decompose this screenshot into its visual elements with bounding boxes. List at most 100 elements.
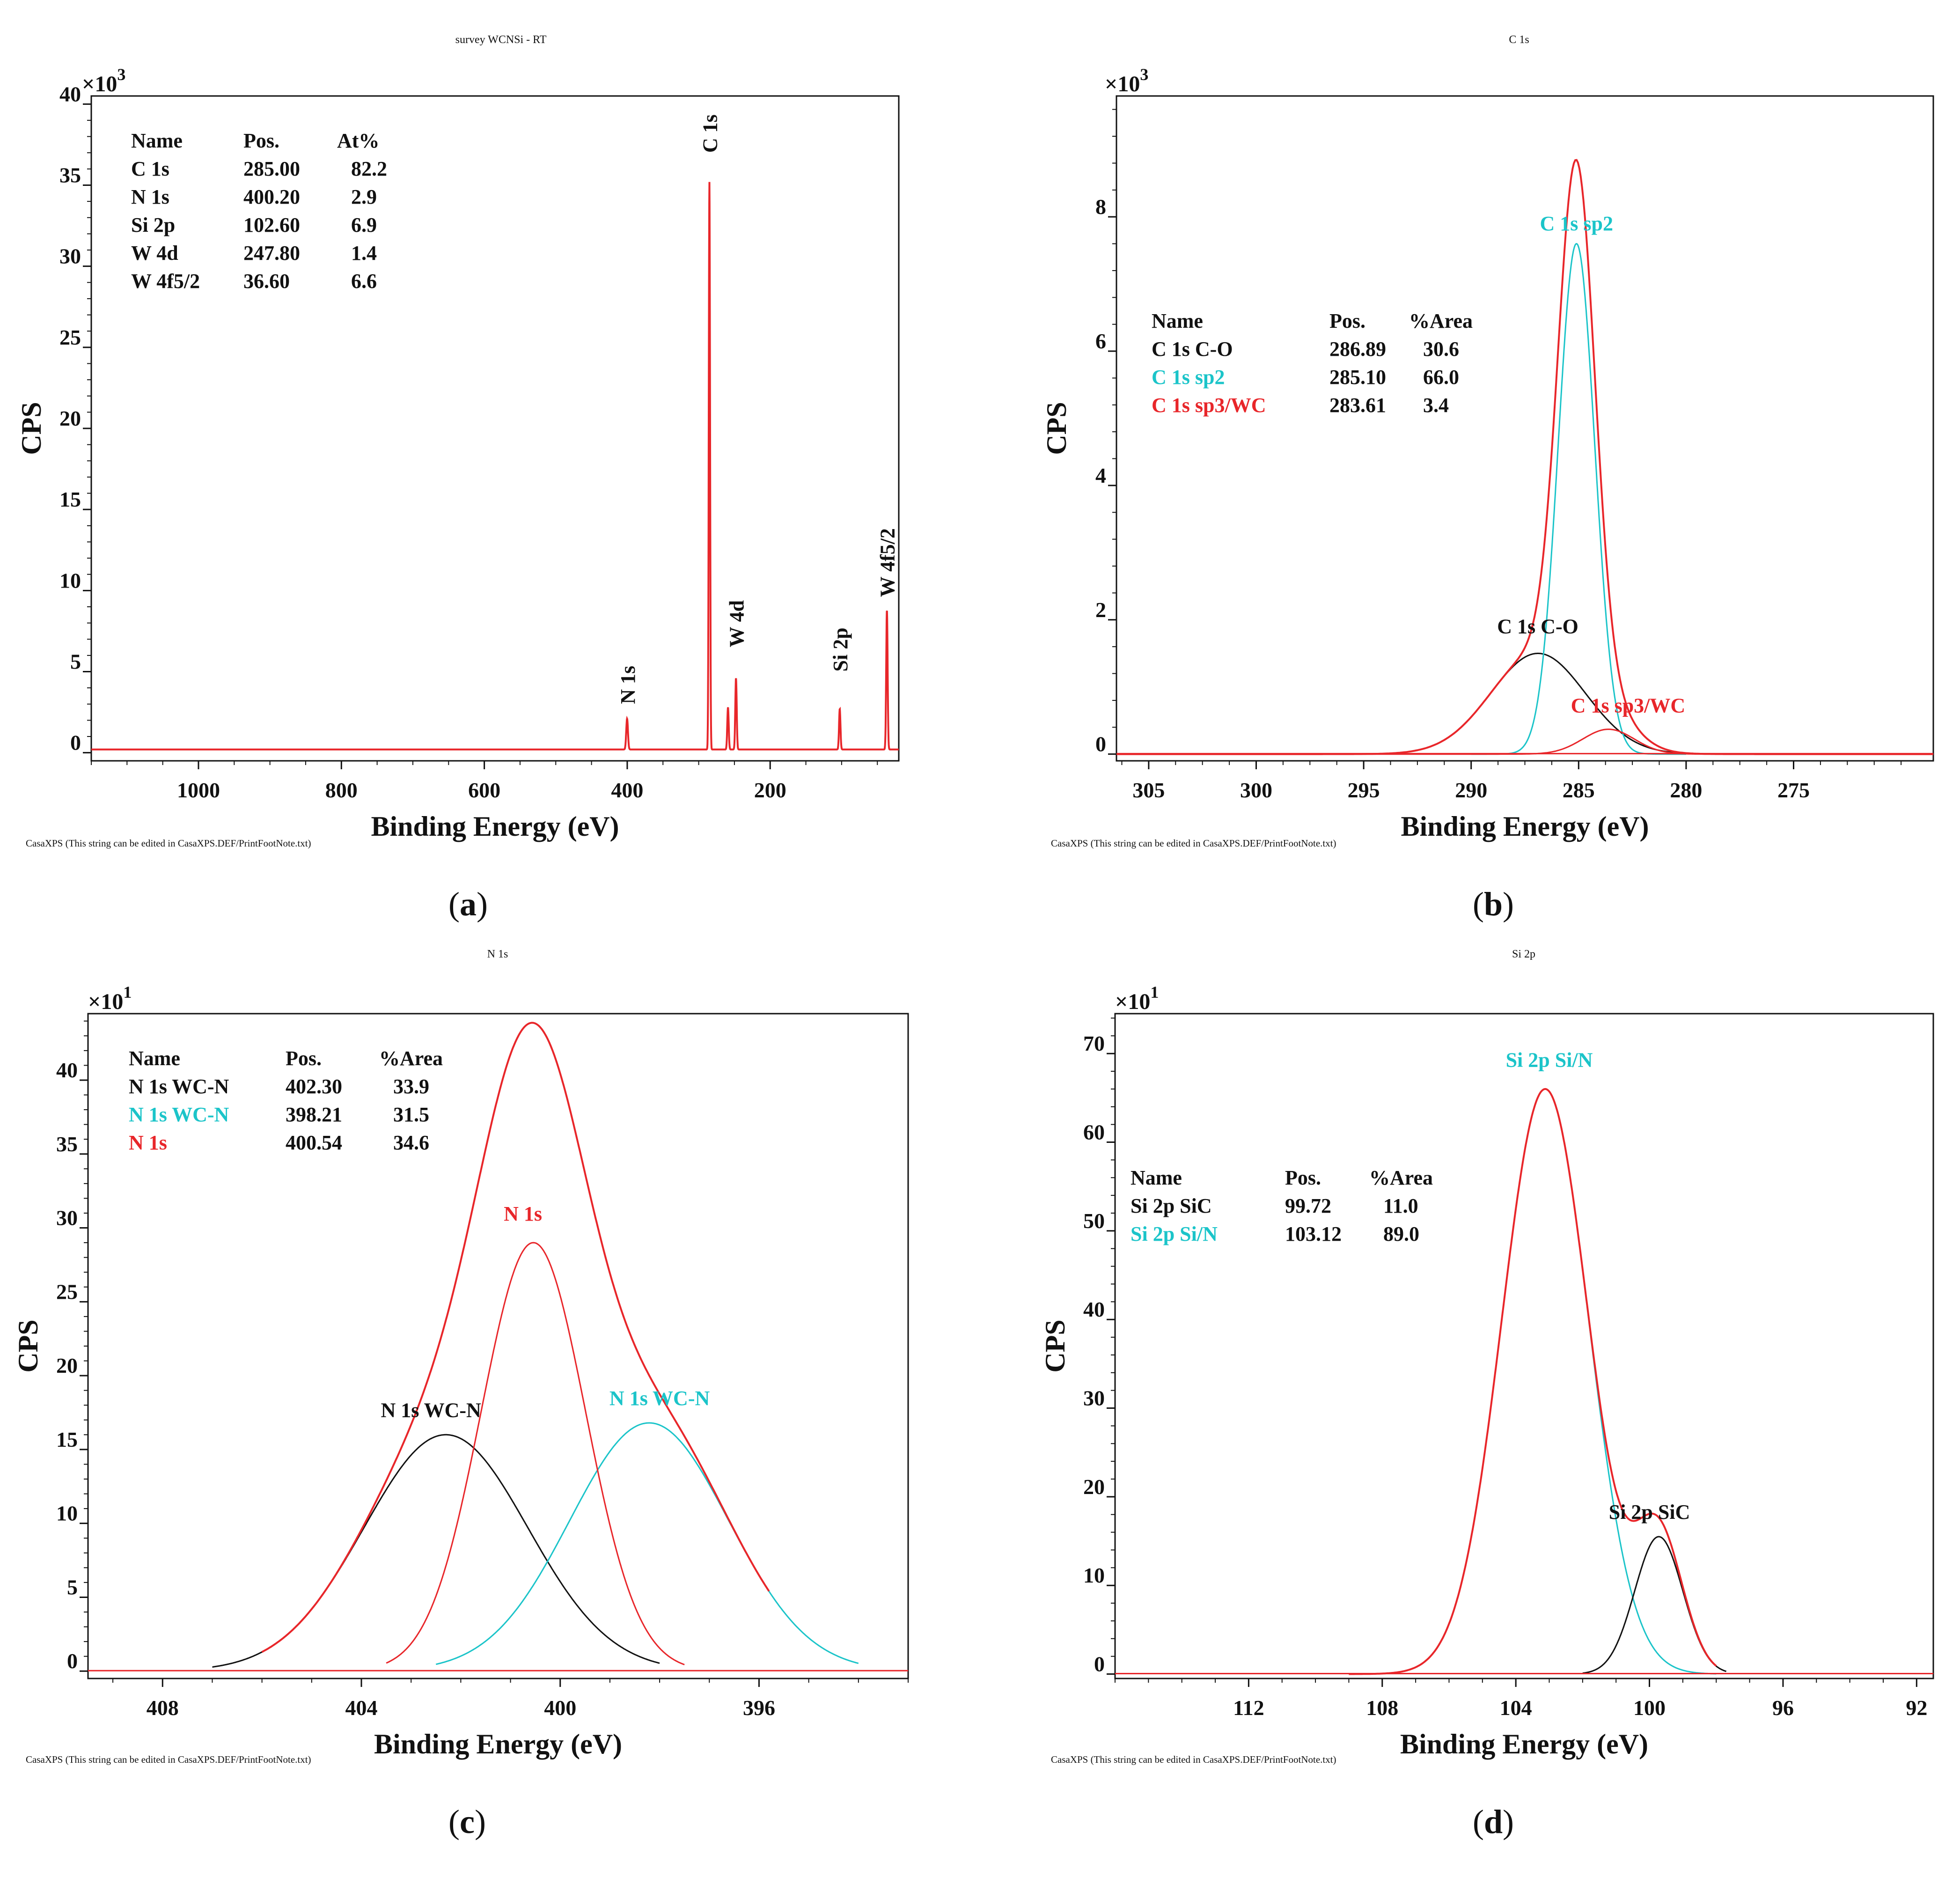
panel-label: (a) [448,885,488,923]
panel-label-close: ) [1503,1803,1514,1840]
panel-header: survey WCNSi - RT [455,34,547,46]
y-tick-label: 10 [59,568,81,592]
table-header: %Area [1369,1166,1433,1189]
table-cell-name: C 1s sp3/WC [1152,394,1266,417]
curves [88,1022,908,1671]
x-tick-label: 396 [743,1696,775,1720]
table-cell-pos: 36.60 [243,270,290,293]
x-tick-label: 400 [611,778,643,802]
footnote: CasaXPS (This string can be edited in Ca… [26,838,311,849]
series-line-3 [261,1022,770,1653]
table-cell-pos: 103.12 [1285,1222,1342,1245]
table-cell-name: W 4f5/2 [131,270,200,293]
peak-label: W 4d [725,600,748,648]
panel-label-close: ) [477,885,488,923]
panel-b: C 1s CasaXPS (This string can be edited i… [1041,34,1934,923]
table-header: Name [1152,309,1203,332]
peak-label: C 1s C-O [1497,615,1578,638]
table-header: Pos. [286,1047,322,1070]
peak-label: Si 2p Si/N [1506,1049,1593,1072]
table-cell-pos: 400.20 [243,185,300,208]
panel-d: Si 2p CasaXPS (This string can be edited … [1040,948,1934,1840]
y-multiplier: ×101 [88,983,132,1014]
panel-a: survey WCNSi - RT CasaXPS (This string ca… [16,34,900,923]
x-axis-title: Binding Energy (eV) [374,1729,622,1759]
multiplier-base: ×10 [1105,72,1140,96]
y-tick-label: 8 [1095,195,1106,219]
multiplier-base: ×10 [88,989,123,1014]
peak-label: C 1s [698,114,721,153]
y-tick-label: 35 [56,1132,78,1156]
panel-header: N 1s [487,948,508,960]
table-header: Name [131,129,183,152]
panel-label-open: ( [1473,1803,1484,1840]
y-tick-label: 15 [59,487,81,511]
multiplier-exponent: 3 [1140,65,1148,84]
x-axis-title: Binding Energy (eV) [371,811,619,842]
x-tick-label: 112 [1233,1696,1264,1720]
curves [1115,1088,1933,1675]
footnote: CasaXPS (This string can be edited in Ca… [26,1754,311,1765]
y-axis-title: CPS [1041,402,1072,455]
x-tick-label: 92 [1906,1696,1927,1720]
survey-spectrum-line [91,182,899,751]
x-tick-label: 404 [345,1696,378,1720]
table-cell-name: N 1s [131,185,169,208]
table-cell-value: 66.0 [1423,366,1459,389]
y-tick-label: 0 [67,1649,78,1673]
table-header: Name [1130,1166,1182,1189]
table-cell-value: 3.4 [1423,394,1449,417]
x-tick-label: 275 [1777,778,1810,802]
table-header: Pos. [243,129,279,152]
table-cell-value: 82.2 [351,157,387,180]
table-cell-value: 1.4 [351,242,377,265]
series-line-2 [1349,1088,1717,1675]
y-tick-label: 20 [59,406,81,430]
x-tick-label: 305 [1132,778,1165,802]
x-tick-label: 290 [1455,778,1487,802]
table-cell-value: 89.0 [1383,1222,1419,1245]
y-tick-label: 30 [56,1206,78,1230]
y-tick-label: 40 [59,82,81,106]
y-tick-label: 6 [1095,329,1106,353]
table-cell-pos: 398.21 [286,1103,342,1126]
table-cell-name: Si 2p [131,213,175,236]
x-tick-label: 200 [754,778,786,802]
peak-label: C 1s sp2 [1540,212,1613,235]
table-cell-name: C 1s [131,157,169,180]
x-tick-label: 400 [544,1696,576,1720]
x-tick-label: 96 [1772,1696,1794,1720]
table-header: At% [337,129,379,152]
x-tick-label: 300 [1240,778,1272,802]
y-tick-label: 20 [56,1354,78,1377]
multiplier-base: ×10 [82,72,117,96]
x-tick-label: 408 [147,1696,179,1720]
table-cell-pos: 99.72 [1285,1194,1331,1217]
multiplier-exponent: 1 [123,983,132,1001]
table-cell-pos: 285.10 [1329,366,1386,389]
table-cell-value: 33.9 [393,1075,429,1098]
y-multiplier: ×103 [82,65,125,96]
series-line-1 [435,1422,859,1665]
panel-label-letter: c [460,1803,475,1840]
series-line-2 [386,1242,685,1665]
table-cell-value: 6.9 [351,213,377,236]
panel-header: Si 2p [1512,948,1535,960]
y-tick-label: 10 [1083,1563,1105,1587]
y-tick-label: 25 [56,1280,78,1303]
y-tick-label: 15 [56,1428,78,1451]
table-cell-name: C 1s sp2 [1152,366,1225,389]
table-cell-pos: 285.00 [243,157,300,180]
y-tick-label: 30 [1083,1386,1105,1410]
peak-label: W 4f5/2 [876,528,899,597]
panel-label: (c) [448,1803,486,1840]
table-cell-name: N 1s [129,1131,167,1154]
table-cell-value: 31.5 [393,1103,429,1126]
peak-label: N 1s [617,666,639,704]
table-cell-name: Si 2p SiC [1130,1194,1212,1217]
y-tick-label: 20 [1083,1475,1105,1499]
y-tick-label: 0 [1094,1652,1105,1676]
curves [1116,159,1933,755]
x-tick-label: 1000 [177,778,220,802]
